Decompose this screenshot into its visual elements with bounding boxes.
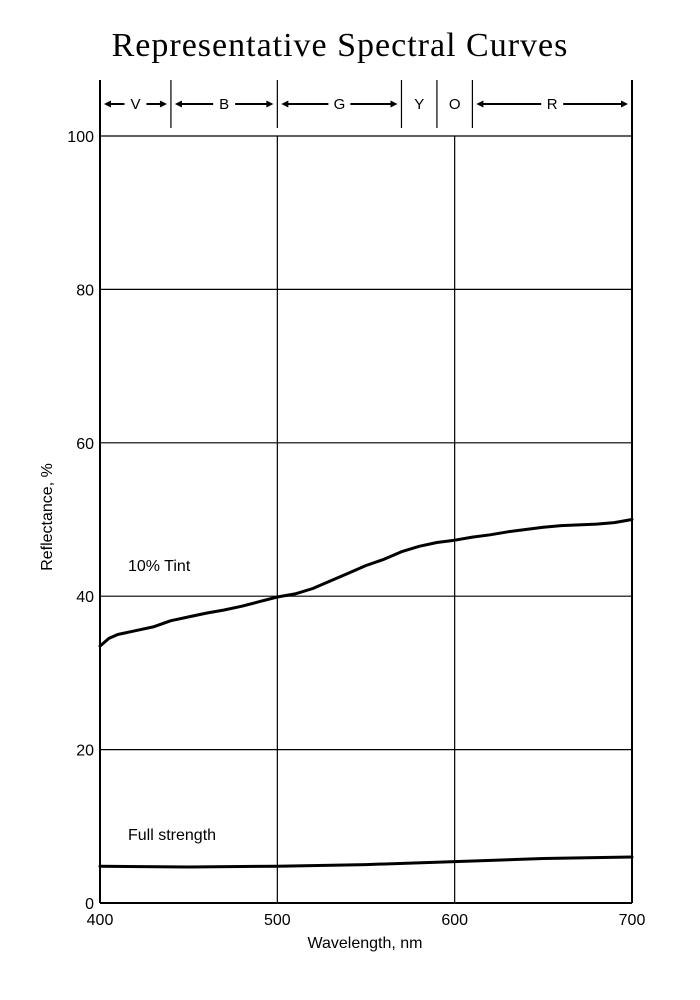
band-arrowhead-right-R	[621, 100, 628, 108]
series-line-0	[98, 518, 634, 648]
y-tick-label-100: 100	[67, 129, 94, 146]
band-arrowhead-right-G	[390, 100, 398, 108]
x-axis-label: Wavelength, nm	[307, 935, 422, 952]
band-label-B: B	[219, 96, 229, 113]
x-tick-label-600: 600	[441, 912, 468, 929]
band-arrowhead-left-R	[476, 100, 484, 108]
y-tick-label-80: 80	[76, 282, 94, 299]
y-tick-label-40: 40	[76, 589, 94, 606]
chart-title: Representative Spectral Curves	[112, 27, 569, 64]
band-label-Y: Y	[414, 96, 424, 113]
x-tick-label-400: 400	[87, 912, 114, 929]
y-axis-label: Reflectance, %	[39, 463, 56, 571]
series-line-1	[98, 855, 634, 869]
series-label-1: Full strength	[128, 827, 216, 844]
y-tick-label-60: 60	[76, 436, 94, 453]
x-tick-label-700: 700	[619, 912, 646, 929]
band-arrowhead-left-G	[281, 100, 289, 108]
y-tick-label-0: 0	[85, 896, 94, 913]
band-label-O: O	[449, 96, 461, 113]
band-arrowhead-right-B	[266, 100, 274, 108]
band-label-R: R	[547, 96, 558, 113]
tick-labels: 0 20 40 60 80 100 400 500 600 700	[67, 129, 645, 929]
grid-lines	[99, 80, 633, 904]
x-tick-label-500: 500	[264, 912, 291, 929]
band-label-V: V	[130, 96, 140, 113]
band-arrowhead-right-V	[159, 100, 167, 108]
band-arrowhead-left-V	[104, 100, 111, 108]
band-label-G: G	[334, 96, 346, 113]
band-arrowhead-left-B	[174, 100, 182, 108]
y-tick-label-20: 20	[76, 743, 94, 760]
series-label-0: 10% Tint	[128, 558, 191, 575]
series-lines: 10% Tint Full strength	[98, 518, 634, 869]
